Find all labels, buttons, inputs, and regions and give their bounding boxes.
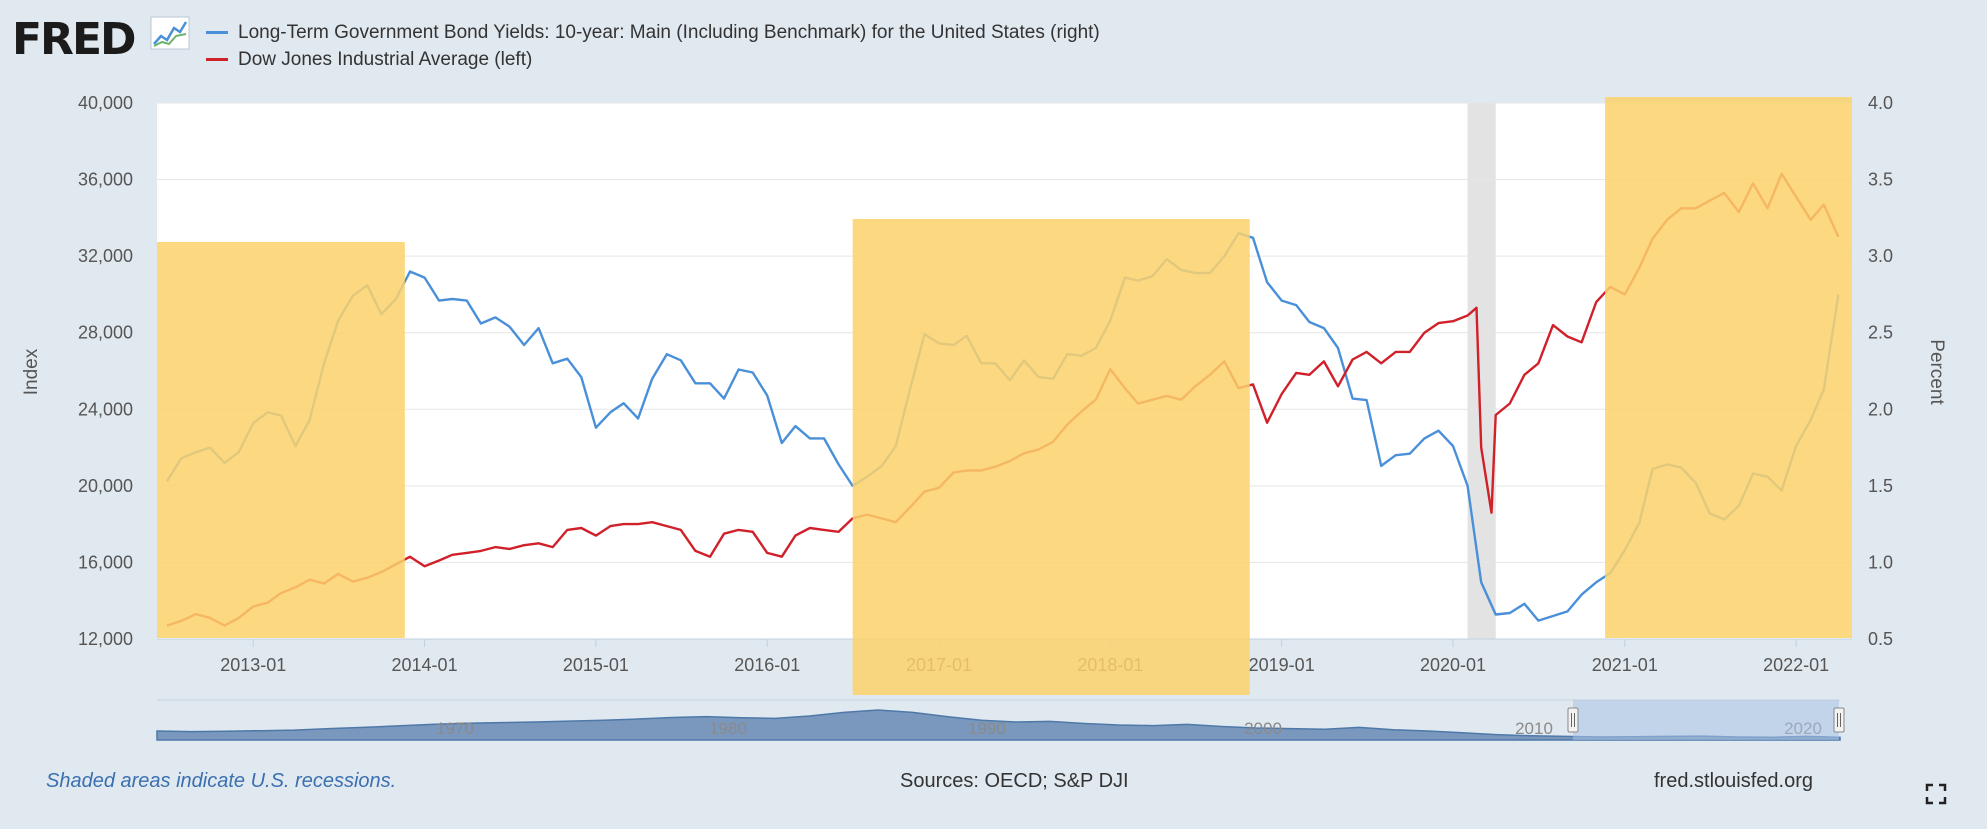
y-right-tick-label: 1.0 [1868,552,1893,572]
highlight-box [157,242,405,638]
y-right-tick-label: 1.5 [1868,476,1893,496]
navigator-selection[interactable] [1573,700,1839,740]
x-tick-label: 2022-01 [1763,655,1829,675]
y-right-tick-label: 3.0 [1868,246,1893,266]
y-left-tick-label: 32,000 [78,246,133,266]
y-axis-left-title: Index [21,348,42,395]
y-left-tick-label: 12,000 [78,629,133,649]
recession-shading [1467,103,1496,639]
y-left-tick-label: 40,000 [78,93,133,113]
navigator-year-label: 1990 [968,719,1006,738]
recession-band [1467,103,1496,639]
y-left-tick-label: 16,000 [78,552,133,572]
highlight-overlays [157,97,1852,695]
highlight-box [1605,97,1852,638]
y-right-tick-label: 3.5 [1868,170,1893,190]
navigator-handle[interactable] [1833,707,1845,733]
range-navigator[interactable]: 197019801990200020102020 [156,699,1845,741]
navigator-year-label: 2000 [1244,719,1282,738]
site-link[interactable]: fred.stlouisfed.org [1654,770,1813,792]
y-right-tick-label: 4.0 [1868,93,1893,113]
legend-label-dow-jones: Dow Jones Industrial Average (left) [238,49,533,70]
y-left-tick-label: 28,000 [78,323,133,343]
legend-item-bond-yields[interactable]: Long-Term Government Bond Yields: 10-yea… [206,22,1100,44]
x-tick-label: 2016-01 [734,655,800,675]
navigator-year-label: 1980 [709,719,747,738]
x-tick-label: 2015-01 [563,655,629,675]
navigator-year-label: 2010 [1515,719,1553,738]
navigator-year-label: 1970 [436,719,474,738]
legend-label-bond-yields: Long-Term Government Bond Yields: 10-yea… [238,22,1100,43]
y-right-tick-label: 0.5 [1868,629,1893,649]
fred-logo[interactable]: FRED [12,14,137,65]
fred-logo-graph-icon [150,16,190,50]
legend-swatch-bond-yields [206,31,228,35]
x-tick-label: 2019-01 [1249,655,1315,675]
y-axis-right: 0.5 1.0 1.5 2.0 2.5 3.0 3.5 4.0 [1868,93,1893,649]
fullscreen-icon[interactable] [1925,783,1947,805]
highlight-box [852,219,1250,695]
navigator-handle[interactable] [1567,707,1579,733]
y-right-tick-label: 2.0 [1868,399,1893,419]
y-axis-left: 12,000 16,000 20,000 24,000 28,000 32,000 36,0… [78,93,133,649]
x-tick-label: 2014-01 [392,655,458,675]
x-tick-label: 2021-01 [1592,655,1658,675]
y-left-tick-label: 24,000 [78,399,133,419]
x-tick-label: 2020-01 [1420,655,1486,675]
x-tick-label: 2013-01 [220,655,286,675]
legend-item-dow-jones[interactable]: Dow Jones Industrial Average (left) [206,49,532,71]
sources-text: Sources: OECD; S&P DJI [900,770,1129,792]
recession-note: Shaded areas indicate U.S. recessions. [46,770,397,792]
y-left-tick-label: 20,000 [78,476,133,496]
gridlines [157,102,1852,640]
y-axis-right-title: Percent [1926,339,1947,405]
legend-swatch-dow-jones [206,58,228,62]
chart-area[interactable]: 2013-012014-012015-012016-012017-012018-… [0,0,1987,760]
y-left-tick-label: 36,000 [78,170,133,190]
y-right-tick-label: 2.5 [1868,323,1893,343]
chart-header: FRED Long-Term Government Bond Yields: 1… [0,0,1987,90]
